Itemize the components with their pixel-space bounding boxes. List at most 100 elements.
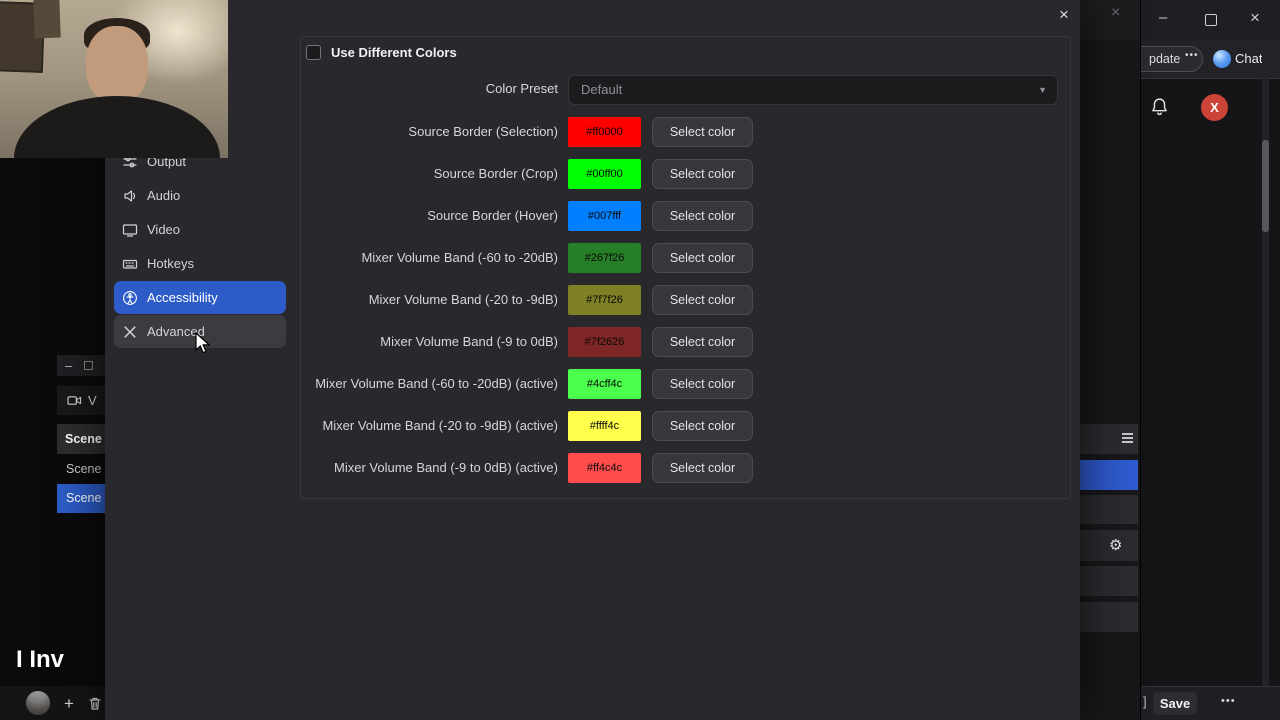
- person-body: [14, 96, 220, 158]
- dock-row[interactable]: ⚙: [1080, 530, 1138, 561]
- maximize-icon[interactable]: [1205, 14, 1217, 26]
- color-row-label: Source Border (Selection): [408, 124, 558, 139]
- update-label-fragment: pdate: [1149, 52, 1181, 66]
- select-color-button[interactable]: Select color: [652, 159, 753, 189]
- sidebar-item-accessibility[interactable]: Accessibility: [114, 281, 286, 314]
- window-bottom-bar: ] Save •••: [1141, 686, 1280, 720]
- color-swatch: #7f7f26: [568, 285, 641, 315]
- dock-box-icon: [84, 361, 94, 370]
- chat-icon[interactable]: [1213, 50, 1231, 68]
- list-icon: [1122, 433, 1133, 444]
- sidebar-item-audio[interactable]: Audio: [114, 179, 286, 212]
- close-icon[interactable]: ×: [1250, 8, 1260, 27]
- use-different-colors-label[interactable]: Use Different Colors: [331, 45, 457, 60]
- dock-row-selected[interactable]: [1080, 460, 1138, 490]
- wall-frame: [33, 0, 61, 39]
- scenes-header-label: Scene: [65, 432, 102, 446]
- color-row-label: Mixer Volume Band (-9 to 0dB) (active): [334, 460, 558, 475]
- sidebar-item-label: Advanced: [147, 324, 205, 339]
- color-swatch: #00ff00: [568, 159, 641, 189]
- sidebar-item-label: Accessibility: [147, 290, 218, 305]
- output-icon: [123, 156, 137, 167]
- video-icon: [122, 223, 138, 237]
- video-capture-icon: [67, 396, 82, 405]
- source-name-fragment: V: [88, 393, 97, 408]
- scene-item-label: Scene: [66, 462, 102, 476]
- select-color-button[interactable]: Select color: [652, 201, 753, 231]
- window-toolbar: pdate •••: [1141, 40, 1280, 79]
- select-color-button[interactable]: Select color: [652, 327, 753, 357]
- scene-list-item[interactable]: Scene: [57, 455, 105, 483]
- scene-list-item-selected[interactable]: Scene: [57, 484, 105, 513]
- dock-row[interactable]: [1080, 424, 1138, 454]
- use-different-colors-checkbox[interactable]: [306, 45, 321, 60]
- sidebar-item-hotkeys[interactable]: Hotkeys: [114, 247, 286, 280]
- update-button[interactable]: pdate •••: [1141, 46, 1203, 72]
- obs-close-icon[interactable]: ×: [1111, 4, 1121, 21]
- color-swatch: #ff0000: [568, 117, 641, 147]
- obs-window-strip: × ⚙: [1080, 0, 1140, 720]
- select-color-button[interactable]: Select color: [652, 369, 753, 399]
- scene-item-label: Scene: [66, 491, 102, 505]
- advanced-icon: [124, 325, 136, 338]
- scrollbar-track[interactable]: [1262, 40, 1269, 720]
- scenes-dock-header: Scene: [57, 424, 105, 454]
- scrollbar-thumb[interactable]: [1262, 140, 1269, 232]
- color-swatch: #4cff4c: [568, 369, 641, 399]
- mouse-cursor: [195, 332, 211, 354]
- color-swatch: #ffff4c: [568, 411, 641, 441]
- source-list-item[interactable]: V: [57, 386, 105, 415]
- add-scene-button[interactable]: +: [64, 693, 74, 713]
- minimize-icon[interactable]: –: [1159, 9, 1168, 26]
- hotkeys-icon: [122, 259, 138, 269]
- color-swatch: #267f26: [568, 243, 641, 273]
- color-preset-value: Default: [581, 82, 623, 97]
- dock-row[interactable]: [1080, 602, 1138, 632]
- select-color-button[interactable]: Select color: [652, 117, 753, 147]
- bell-icon[interactable]: [1149, 96, 1170, 118]
- color-row-label: Mixer Volume Band (-9 to 0dB): [380, 334, 558, 349]
- window-titlebar: – ×: [1141, 0, 1280, 40]
- more-menu-icon[interactable]: •••: [1221, 695, 1236, 707]
- color-row-label: Mixer Volume Band (-60 to -20dB): [361, 250, 558, 265]
- accessibility-icon: [123, 290, 137, 305]
- webcam-video: [0, 0, 228, 158]
- chat-label[interactable]: Chat: [1235, 51, 1263, 66]
- bracket-fragment: ]: [1143, 694, 1147, 709]
- color-preset-label: Color Preset: [485, 81, 558, 96]
- dock-collapse-icon[interactable]: –: [65, 358, 73, 373]
- remove-scene-icon[interactable]: [88, 696, 102, 711]
- avatar-letter: X: [1210, 100, 1219, 115]
- dock-mini-bar: –: [57, 355, 105, 376]
- color-row-label: Mixer Volume Band (-20 to -9dB) (active): [322, 418, 558, 433]
- sidebar-item-label: Hotkeys: [147, 256, 194, 271]
- user-avatar[interactable]: X: [1201, 94, 1228, 121]
- select-color-button[interactable]: Select color: [652, 285, 753, 315]
- color-swatch: #007fff: [568, 201, 641, 231]
- dock-row[interactable]: [1080, 495, 1138, 524]
- sidebar-item-video[interactable]: Video: [114, 213, 286, 246]
- preview-overlay-text: I Inv: [16, 646, 65, 673]
- color-preset-dropdown[interactable]: Default ▼: [568, 75, 1058, 105]
- settings-dialog: × Output Audio Video Hotkeys Accessibili…: [105, 0, 1080, 720]
- dialog-close-button[interactable]: ×: [1059, 5, 1069, 24]
- colors-groupbox: [300, 36, 1071, 499]
- dock-row[interactable]: [1080, 566, 1138, 596]
- sidebar-item-label: Audio: [147, 188, 181, 203]
- save-button[interactable]: Save: [1153, 692, 1197, 715]
- more-options-icon[interactable]: •••: [1185, 50, 1199, 61]
- color-swatch: #7f2626: [568, 327, 641, 357]
- avatar: [26, 691, 50, 715]
- select-color-button[interactable]: Select color: [652, 453, 753, 483]
- background-window: – × pdate ••• Chat X ] Save •••: [1140, 0, 1280, 720]
- color-row-label: Source Border (Crop): [433, 166, 558, 181]
- color-swatch: #ff4c4c: [568, 453, 641, 483]
- obs-titlebar-fragment: [1080, 0, 1140, 40]
- select-color-button[interactable]: Select color: [652, 411, 753, 441]
- gear-icon[interactable]: ⚙: [1109, 537, 1123, 554]
- select-color-button[interactable]: Select color: [652, 243, 753, 273]
- color-row-label: Mixer Volume Band (-60 to -20dB) (active…: [315, 376, 558, 391]
- chevron-down-icon: ▼: [1038, 85, 1047, 95]
- color-row-label: Mixer Volume Band (-20 to -9dB): [368, 292, 558, 307]
